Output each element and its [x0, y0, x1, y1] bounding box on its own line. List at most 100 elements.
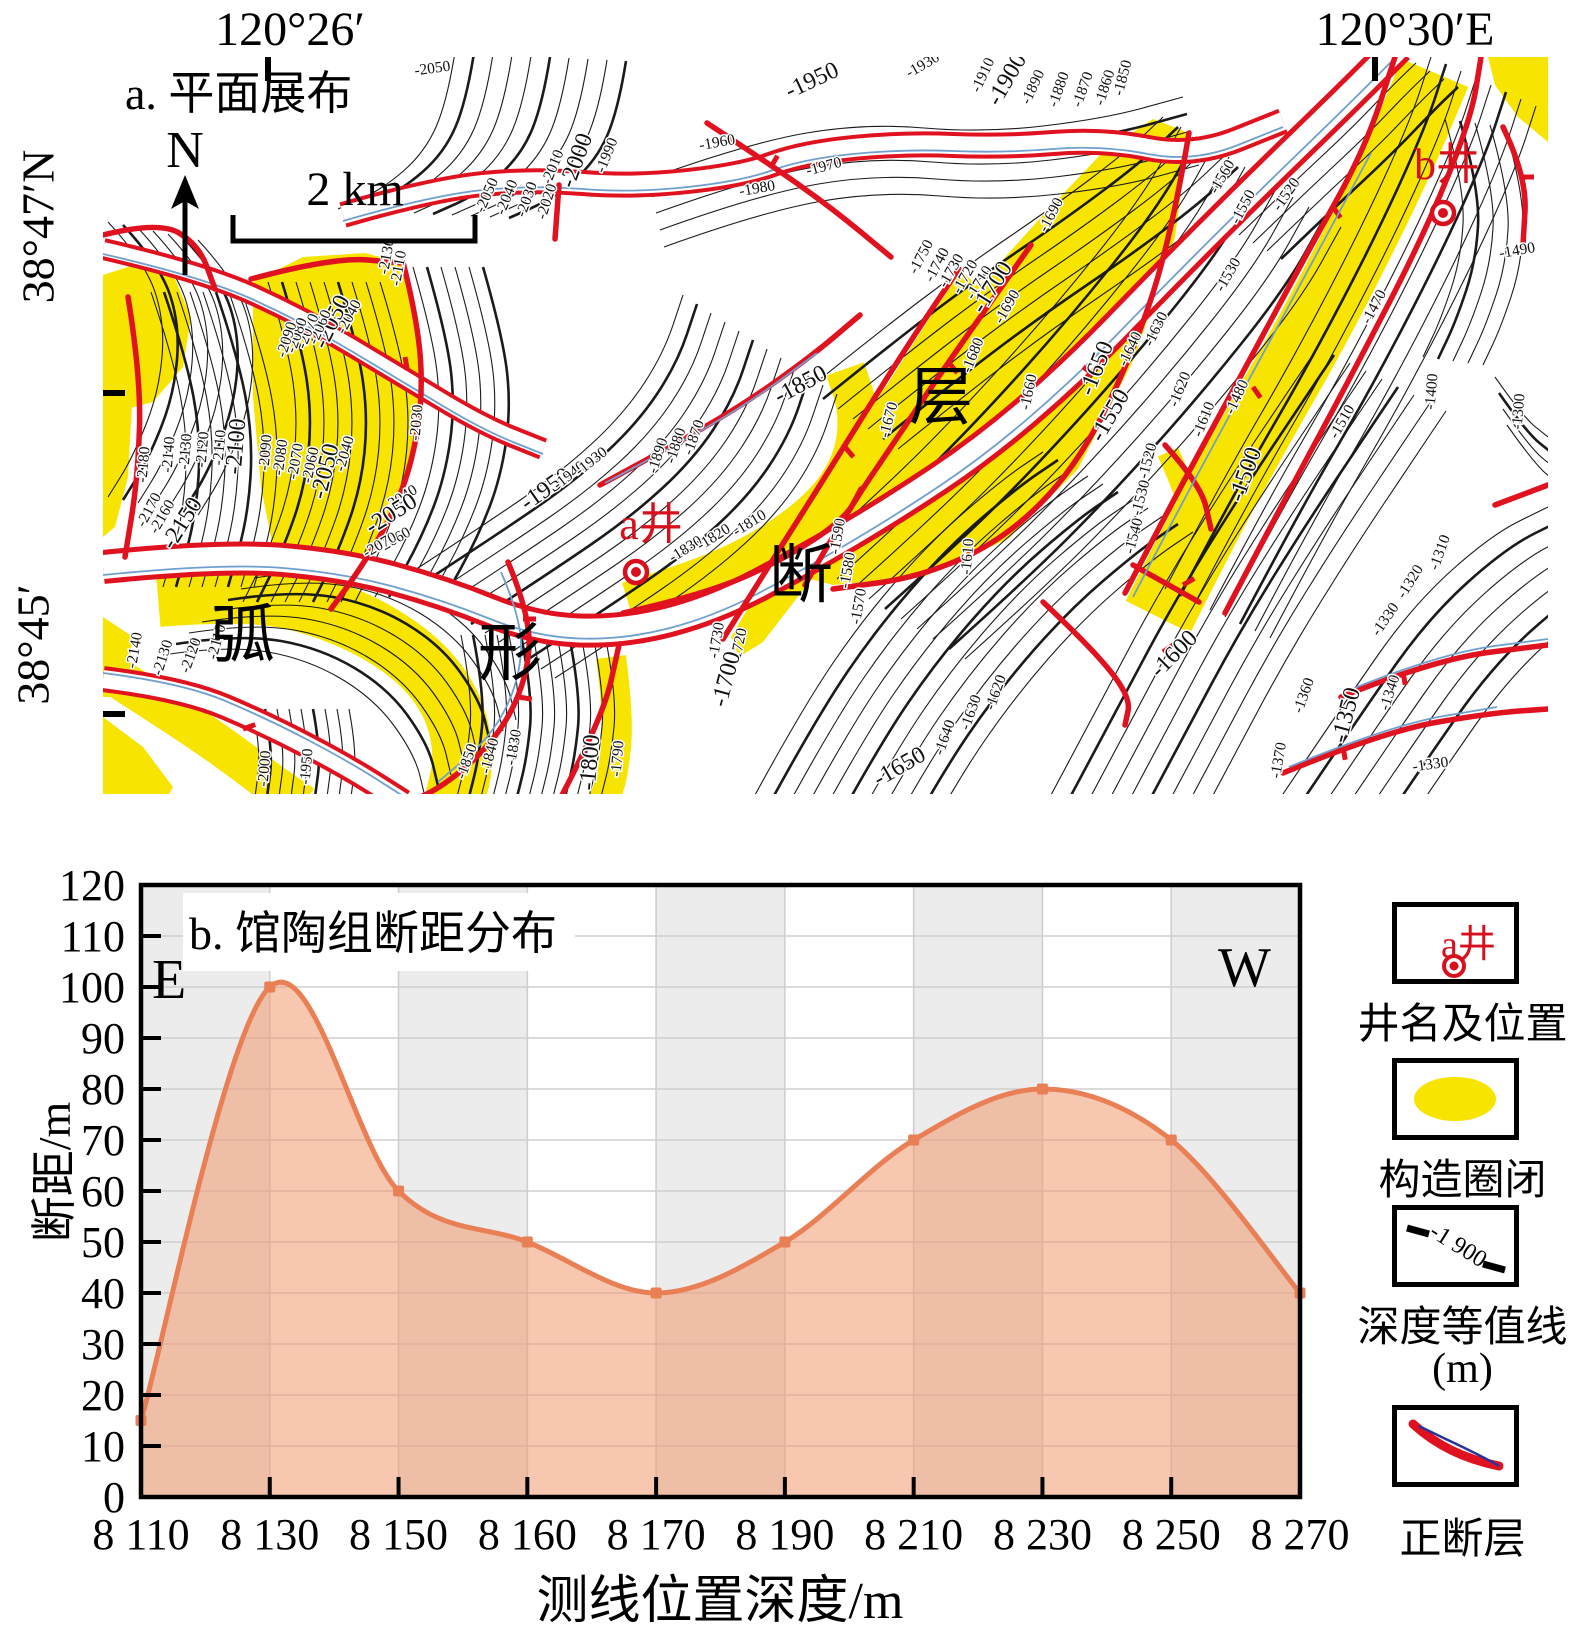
depth-contour-line — [402, 266, 468, 598]
fault-hachure-tick — [947, 361, 960, 375]
depth-contour-line — [564, 634, 580, 794]
depth-contour-line — [1178, 63, 1448, 597]
fault-zone-name-char: 断 — [769, 540, 833, 611]
fault-hachure-tick — [402, 356, 410, 371]
contour-elevation-label: -2140 — [158, 436, 178, 474]
depth-contour-line — [900, 186, 1278, 620]
y-tick-label: 120 — [59, 861, 125, 910]
structural-trap — [1488, 57, 1548, 142]
depth-contour-line — [430, 266, 496, 598]
depth-contour-line — [773, 458, 1059, 794]
legend-fault-label: 正断层 — [1399, 1517, 1526, 1563]
well-marker-icon — [1442, 954, 1466, 978]
map-coordinate-left-bottom: 38°45′ — [7, 584, 59, 705]
depth-contour-line — [1070, 354, 1336, 794]
legend-contour-box: -1 900 — [1392, 1205, 1519, 1287]
depth-contour-line — [468, 634, 484, 794]
river-line — [1346, 638, 1548, 692]
depth-contour-line — [832, 483, 1104, 794]
normal-fault — [328, 259, 424, 612]
normal-fault — [704, 120, 894, 260]
contour-elevation-label: -2030 — [406, 404, 426, 442]
depth-contour-line — [1427, 641, 1548, 794]
structural-trap — [1125, 59, 1469, 634]
legend-trap-box — [1392, 1058, 1519, 1140]
y-tick-label: 80 — [81, 1065, 125, 1114]
normal-fault — [122, 294, 143, 560]
depth-contour-line — [871, 499, 1134, 794]
contour-elevation-label: -2130 — [175, 433, 195, 471]
depth-contour-line — [837, 136, 1194, 410]
contour-elevation-label: -1330 — [1411, 754, 1449, 776]
depth-contour-line — [1252, 70, 1431, 244]
depth-contour-line — [589, 634, 604, 794]
river-line — [103, 253, 544, 455]
normal-fault — [552, 182, 562, 242]
legend-contour-value: -1 900 — [1425, 1218, 1491, 1273]
depth-contour-line — [162, 291, 201, 588]
legend-contour-unit: (m) — [1432, 1346, 1493, 1392]
depth-contour-line — [1354, 567, 1548, 794]
depth-contour-line — [804, 126, 1182, 560]
normal-fault — [1122, 57, 1398, 596]
structural-trap — [590, 655, 632, 794]
normal-fault — [420, 559, 532, 794]
normal-fault — [620, 486, 864, 616]
y-tick-label: 0 — [103, 1473, 125, 1522]
depth-contour-line — [1224, 84, 1492, 618]
data-point-marker — [650, 1287, 662, 1299]
depth-contour-line — [1209, 77, 1477, 611]
x-tick-label: 8 150 — [349, 1510, 448, 1559]
y-tick-label: 30 — [81, 1320, 125, 1369]
normal-fault — [1040, 599, 1132, 728]
depth-contour-line — [964, 226, 1342, 660]
depth-contour-line — [1506, 424, 1548, 477]
depth-contour-line — [484, 348, 768, 634]
depth-contour-line — [498, 357, 782, 643]
depth-contour-line — [1266, 78, 1445, 252]
structural-trap — [103, 717, 173, 794]
chart-x-axis-title: 测线位置深度/m — [536, 1573, 904, 1630]
depth-contour-line — [284, 281, 339, 603]
depth-contour-line — [1091, 362, 1351, 794]
depth-contour-line — [1238, 91, 1508, 625]
chart-y-axis-title: 断距/m — [29, 1101, 80, 1243]
normal-fault-icon — [1408, 1419, 1504, 1471]
river-line — [103, 672, 402, 794]
depth-contour-line — [813, 475, 1089, 794]
x-tick-label: 8 160 — [478, 1510, 577, 1559]
depth-contour-line — [647, 96, 1184, 180]
well-marker — [622, 558, 650, 586]
depth-contour-line — [374, 266, 440, 598]
river-line — [1288, 706, 1498, 768]
depth-contour-line — [1212, 410, 1447, 794]
depth-contour-line — [214, 291, 253, 588]
data-point-marker — [1165, 1134, 1177, 1146]
y-tick-label: 100 — [59, 963, 125, 1012]
depth-contour-line — [807, 116, 1164, 390]
legend-trap-label: 构造圈闭 — [1378, 1158, 1547, 1204]
depth-contour-line — [442, 321, 726, 607]
depth-contour-line — [489, 59, 608, 218]
contour-elevation-label: -1790 — [607, 740, 627, 778]
depth-contour-line — [1402, 614, 1548, 794]
depth-contour-line — [884, 176, 1263, 610]
data-point-marker — [264, 981, 276, 993]
normal-fault — [1222, 57, 1484, 616]
normal-fault — [830, 130, 1192, 592]
depth-contour-line — [150, 291, 187, 588]
data-point-marker — [1036, 1083, 1048, 1095]
well-marker — [1429, 199, 1457, 227]
depth-contour-line — [916, 196, 1294, 630]
y-tick-label: 40 — [81, 1269, 125, 1318]
depth-contour-line — [470, 58, 589, 217]
depth-contour-line — [1192, 402, 1431, 794]
fault-hachure-tick — [1400, 671, 1408, 686]
fault-hachure-tick — [1161, 642, 1176, 655]
fault-hachure-tick — [768, 154, 780, 169]
depth-contour-line — [793, 467, 1074, 794]
fault-zone-name-char: 弧 — [211, 600, 275, 671]
depth-contour-line — [882, 166, 1239, 441]
depth-contour-line — [505, 634, 520, 794]
depth-contour-line — [176, 291, 213, 588]
